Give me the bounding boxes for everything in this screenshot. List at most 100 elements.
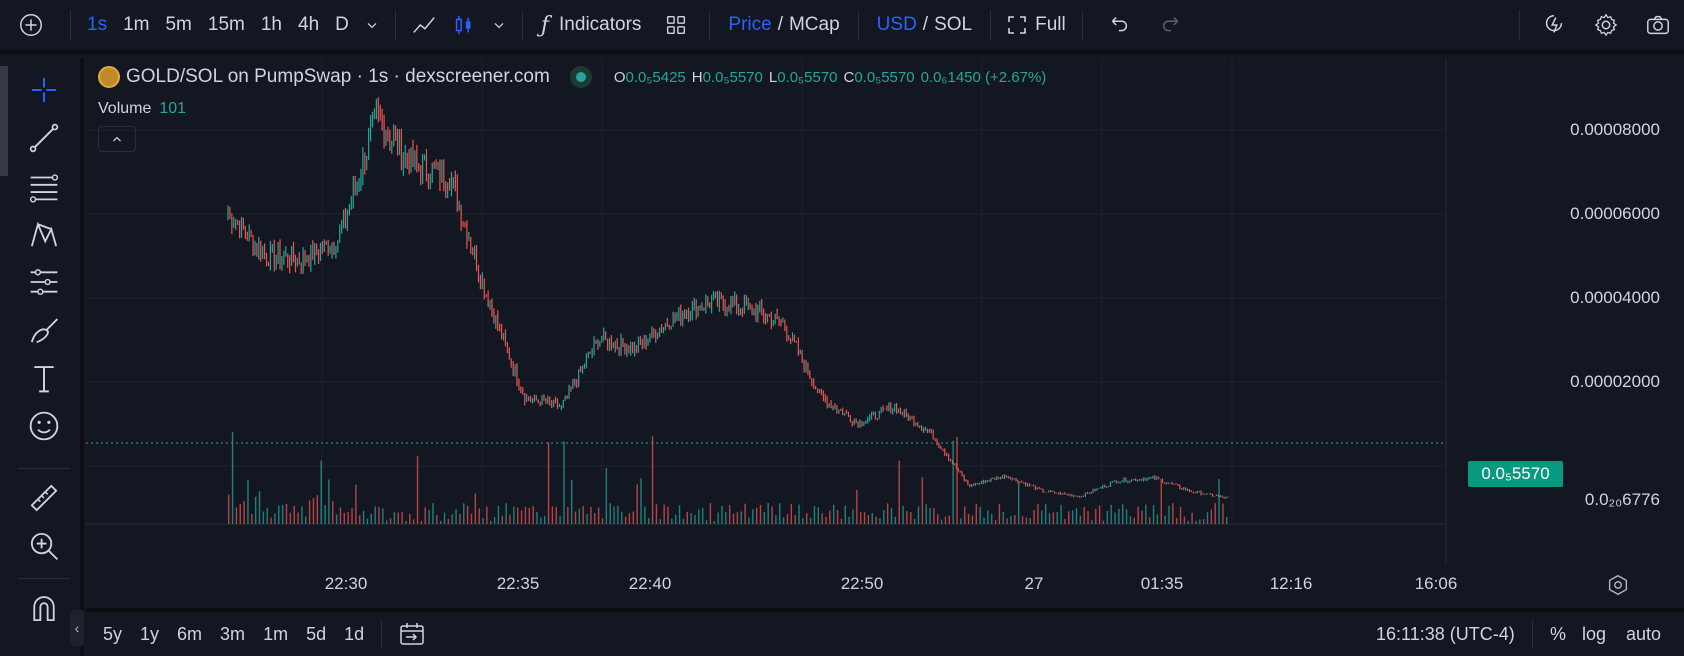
chevron-down-icon[interactable] bbox=[357, 0, 387, 52]
volume-bar bbox=[752, 509, 754, 524]
volume-bar bbox=[617, 505, 619, 524]
undo-icon[interactable] bbox=[1091, 0, 1145, 52]
magnet-icon[interactable] bbox=[24, 588, 64, 628]
zoom-in-icon[interactable] bbox=[24, 526, 64, 566]
candles-icon[interactable] bbox=[444, 0, 484, 52]
time-tick: 16:06 bbox=[1414, 574, 1458, 593]
volume-bar bbox=[871, 513, 873, 524]
volume-bar bbox=[1172, 503, 1174, 524]
volume-bar bbox=[432, 503, 434, 524]
currency-toggle[interactable]: USD / SOL bbox=[867, 0, 982, 52]
volume-bar bbox=[1017, 483, 1020, 524]
interval-d[interactable]: D bbox=[335, 14, 349, 35]
axis-settings-icon[interactable] bbox=[1605, 572, 1631, 598]
interval-1h[interactable]: 1h bbox=[260, 14, 282, 35]
volume-bar bbox=[998, 503, 1001, 524]
trend-line-icon[interactable] bbox=[24, 118, 64, 158]
mcap-option[interactable]: MCap bbox=[788, 14, 840, 35]
open-value: 0.0₅5425 bbox=[625, 68, 686, 86]
volume-bar bbox=[305, 516, 307, 524]
range-5y[interactable]: 5y bbox=[103, 623, 123, 644]
collapse-toolbar-button[interactable]: ‹ bbox=[70, 610, 84, 646]
percent-toggle[interactable]: % bbox=[1550, 624, 1567, 644]
interval-1m[interactable]: 1m bbox=[123, 14, 150, 35]
volume-bar bbox=[829, 510, 831, 524]
toolbar-scrollbar[interactable] bbox=[0, 66, 8, 176]
price-tick: 0.00004000 bbox=[1570, 288, 1660, 307]
alert-icon[interactable] bbox=[1528, 0, 1580, 52]
sol-option[interactable]: SOL bbox=[934, 14, 973, 35]
log-toggle[interactable]: log bbox=[1582, 624, 1607, 644]
volume-bar bbox=[254, 496, 257, 524]
camera-icon[interactable] bbox=[1632, 0, 1684, 52]
volume-bar bbox=[1175, 518, 1178, 524]
pattern-icon[interactable] bbox=[24, 214, 64, 254]
volume-bar bbox=[293, 506, 295, 524]
ruler-icon[interactable] bbox=[24, 478, 64, 518]
function-icon: ƒ bbox=[540, 12, 550, 38]
interval-5m[interactable]: 5m bbox=[165, 14, 192, 35]
interval-15m[interactable]: 15m bbox=[207, 14, 245, 35]
volume-bar bbox=[308, 500, 311, 524]
symbol-legend: GOLD/SOL on PumpSwap · 1s · dexscreener.… bbox=[98, 66, 1046, 88]
auto-toggle[interactable]: auto bbox=[1626, 624, 1662, 644]
volume-bar bbox=[366, 518, 369, 524]
date-range-icon[interactable] bbox=[390, 620, 434, 648]
volume-bar bbox=[470, 513, 473, 524]
volume-bar bbox=[929, 508, 931, 524]
volume-bar bbox=[351, 508, 353, 524]
fib-retracement-icon[interactable] bbox=[24, 166, 64, 206]
line-chart-icon[interactable] bbox=[404, 0, 444, 52]
volume-bar bbox=[1152, 505, 1155, 524]
volume-bar bbox=[251, 513, 253, 524]
price-plot[interactable] bbox=[86, 58, 1684, 564]
volume-bar bbox=[663, 504, 665, 524]
range-3m[interactable]: 3m bbox=[220, 623, 246, 644]
indicators-button[interactable]: ƒ Indicators bbox=[531, 0, 652, 52]
volume-bar bbox=[1098, 505, 1101, 524]
interval-1s[interactable]: 1s bbox=[87, 14, 108, 35]
volume-bar bbox=[258, 490, 261, 524]
prediction-icon[interactable] bbox=[24, 262, 64, 302]
volume-bar bbox=[409, 513, 411, 524]
range-1y[interactable]: 1y bbox=[140, 623, 160, 644]
crosshair-icon[interactable] bbox=[24, 70, 64, 110]
volume-bar bbox=[721, 505, 723, 524]
price-mcap-toggle[interactable]: Price / MCap bbox=[718, 0, 849, 52]
volume-bar bbox=[709, 503, 712, 524]
layout-grid-icon[interactable] bbox=[651, 0, 701, 52]
volume-bar bbox=[497, 505, 500, 524]
volume-bar bbox=[840, 518, 843, 524]
volume-bar bbox=[1010, 515, 1012, 524]
usd-option[interactable]: USD bbox=[876, 14, 917, 35]
redo-icon[interactable] bbox=[1145, 0, 1199, 52]
interval-4h[interactable]: 4h bbox=[298, 14, 320, 35]
add-symbol-icon[interactable] bbox=[0, 0, 62, 52]
volume-bar bbox=[567, 507, 569, 524]
volume-bar bbox=[1048, 513, 1051, 524]
symbol-title[interactable]: GOLD/SOL on PumpSwap · 1s · dexscreener.… bbox=[126, 66, 550, 87]
volume-bar bbox=[1145, 504, 1147, 524]
collapse-legend-button[interactable] bbox=[98, 126, 136, 152]
price-option[interactable]: Price bbox=[728, 14, 772, 35]
range-6m[interactable]: 6m bbox=[177, 623, 203, 644]
range-1d[interactable]: 1d bbox=[344, 623, 365, 644]
chevron-down-icon[interactable] bbox=[484, 0, 514, 52]
volume-bar bbox=[964, 506, 966, 524]
volume-bar bbox=[466, 505, 469, 524]
chart-area[interactable]: GOLD/SOL on PumpSwap · 1s · dexscreener.… bbox=[86, 58, 1684, 608]
volume-bar bbox=[1183, 516, 1186, 524]
emoji-icon[interactable] bbox=[24, 406, 64, 446]
volume-bar bbox=[825, 516, 827, 524]
volume-bar bbox=[713, 520, 715, 524]
fullscreen-button[interactable]: Full bbox=[999, 0, 1074, 52]
volume-bar bbox=[424, 507, 426, 524]
gear-icon[interactable] bbox=[1580, 0, 1632, 52]
clock[interactable]: 16:11:38 (UTC-4) bbox=[1376, 624, 1515, 644]
range-1m[interactable]: 1m bbox=[263, 623, 289, 644]
range-5d[interactable]: 5d bbox=[306, 623, 327, 644]
volume-bar bbox=[543, 515, 546, 524]
brush-icon[interactable] bbox=[24, 310, 64, 350]
text-icon[interactable] bbox=[24, 358, 64, 398]
volume-bar bbox=[728, 505, 731, 524]
